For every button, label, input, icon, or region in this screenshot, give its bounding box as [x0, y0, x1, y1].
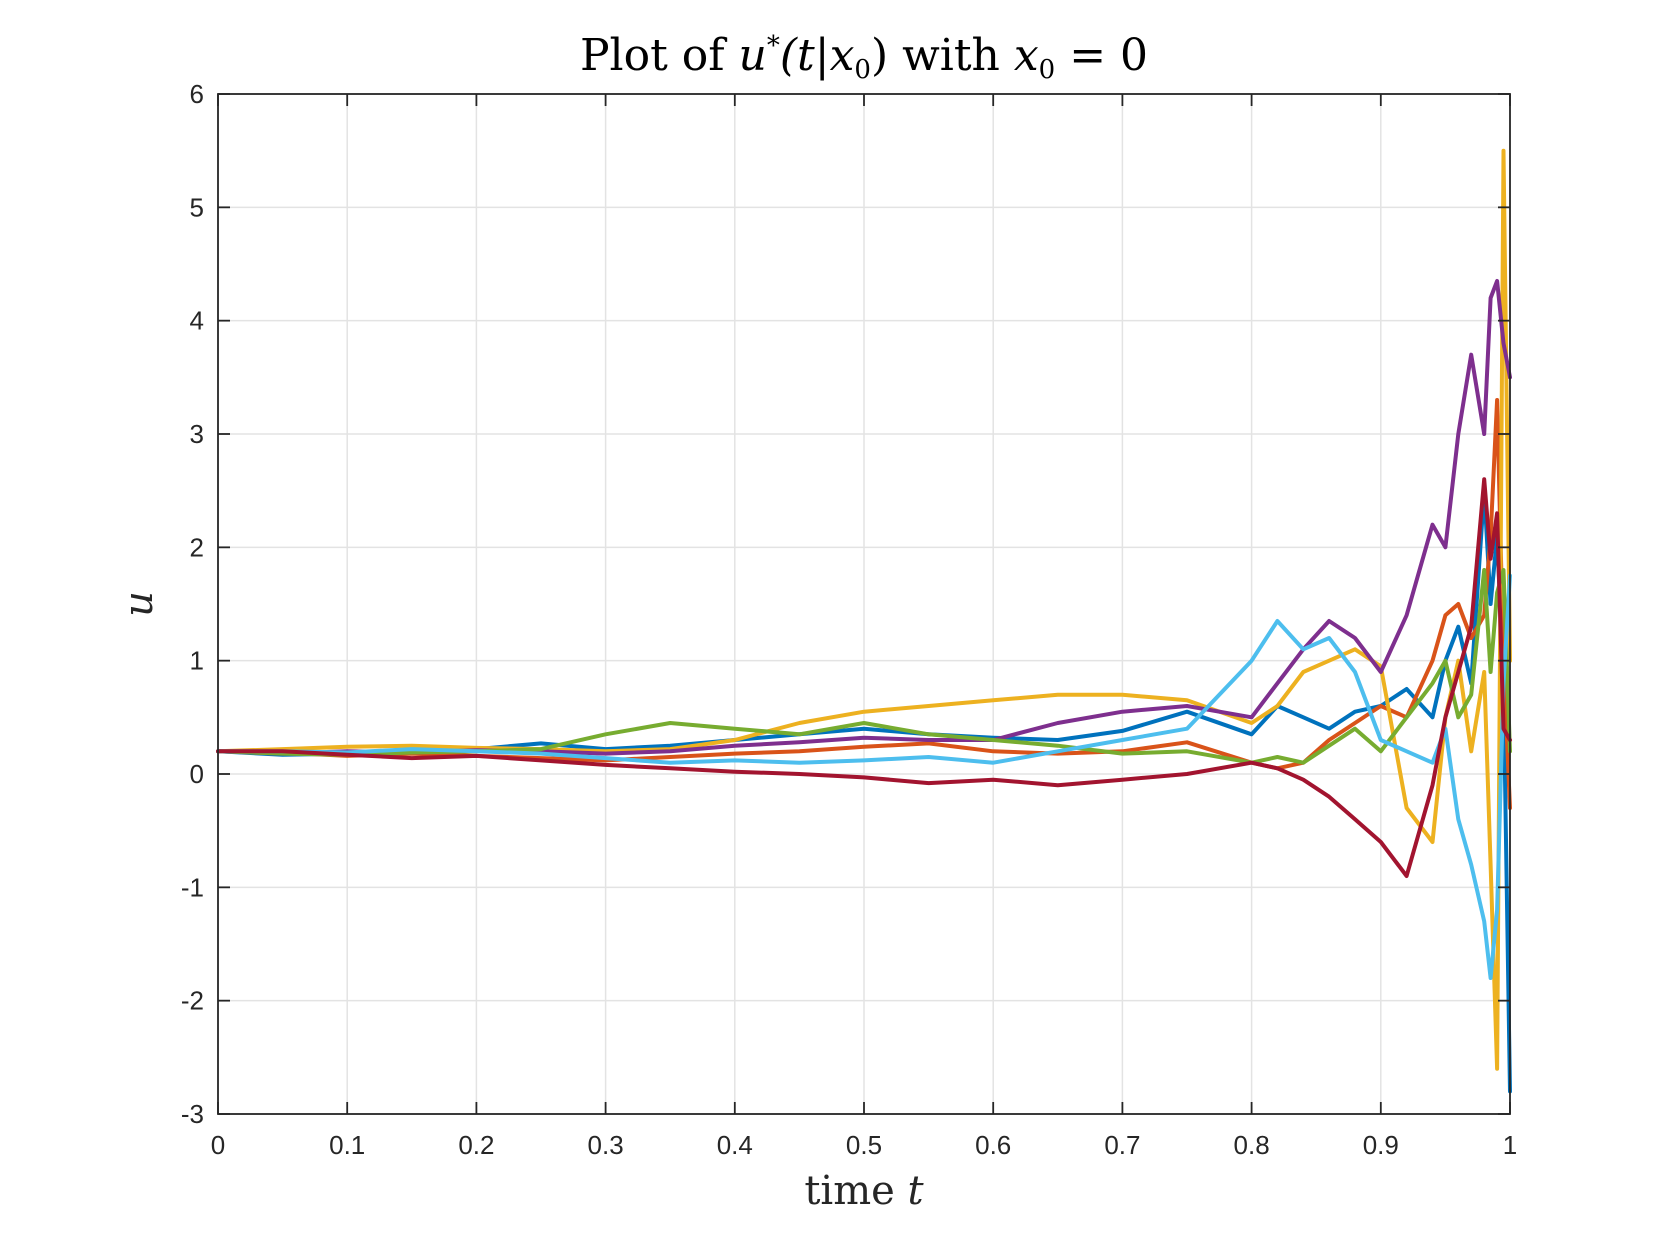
ticks: 0 0.1 0.2 0.3 0.4 0.5 0.6 0.7 0.8 0.9 1 -3 -2 -1 0 1 2 3 4… [181, 79, 1517, 1160]
y-tick-label: 1 [190, 646, 204, 676]
y-tick-label: 6 [190, 79, 204, 109]
chart-title: Plot of u*(t|x0) with x0 = 0 [580, 30, 1148, 85]
x-tick-label: 0 [211, 1130, 225, 1160]
series-line [216, 279, 1512, 756]
x-tick-label: 0.1 [329, 1130, 365, 1160]
x-tick-label: 0.5 [846, 1130, 882, 1160]
series-line [216, 573, 1512, 980]
series-layer [216, 148, 1512, 1094]
x-tick-label: 0.6 [975, 1130, 1011, 1160]
y-tick-label: -2 [181, 986, 204, 1016]
series-line [216, 568, 1512, 765]
x-tick-label: 0.9 [1363, 1130, 1399, 1160]
x-tick-label: 0.8 [1234, 1130, 1270, 1160]
x-tick-label: 1 [1503, 1130, 1517, 1160]
grid [217, 93, 1511, 1115]
y-tick-label: 5 [190, 192, 204, 222]
y-tick-label: 2 [190, 532, 204, 562]
series-line [216, 488, 1512, 1094]
x-tick-label: 0.7 [1104, 1130, 1140, 1160]
y-tick-label: 3 [190, 419, 204, 449]
x-tick-label: 0.2 [458, 1130, 494, 1160]
x-axis-label: time t [804, 1168, 924, 1214]
x-tick-label: 0.4 [717, 1130, 753, 1160]
y-tick-label: -1 [181, 872, 204, 902]
y-tick-label: 0 [190, 759, 204, 789]
x-tick-label: 0.3 [588, 1130, 624, 1160]
series-line [216, 477, 1512, 878]
y-tick-label: 4 [190, 306, 204, 336]
y-axis-label: u [116, 591, 162, 617]
y-tick-label: -3 [181, 1099, 204, 1129]
